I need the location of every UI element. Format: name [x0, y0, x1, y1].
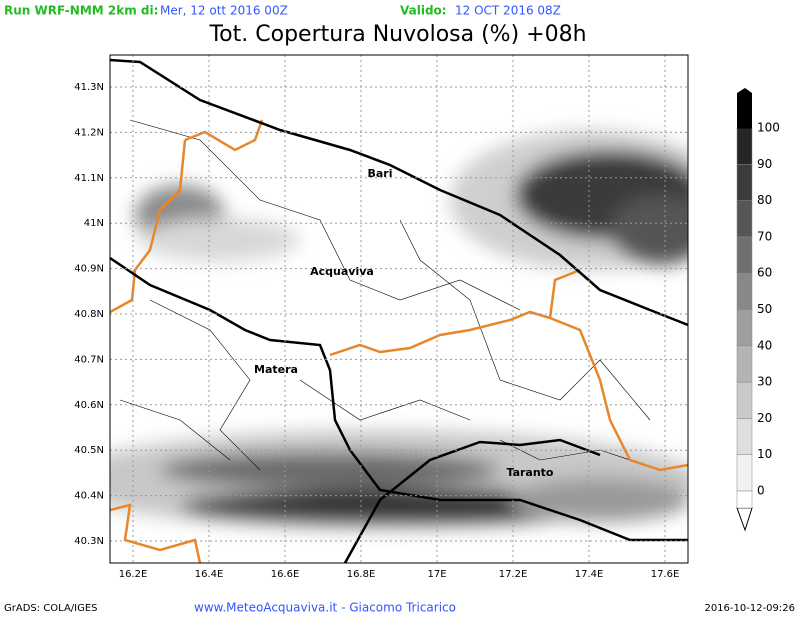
lat-label: 41.2N [74, 127, 104, 138]
valid-label: Valido: [400, 4, 447, 18]
colorbar-swatch [736, 454, 753, 492]
site-credit: www.MeteoAcquaviva.it - Giacomo Tricaric… [194, 601, 456, 615]
colorbar-swatch [736, 309, 753, 347]
lat-label: 40.3N [74, 536, 104, 547]
software-credit: GrADS: COLA/IGES [4, 603, 98, 614]
colorbar-label: 80 [757, 193, 772, 207]
lat-label: 40.4N [74, 491, 104, 502]
colorbar-label: 40 [757, 338, 772, 352]
colorbar-swatch [736, 345, 753, 383]
lon-label: 17.4E [575, 569, 604, 580]
colorbar-label: 10 [757, 447, 772, 461]
colorbar-label: 70 [757, 229, 772, 243]
lat-label: 41N [84, 218, 104, 229]
cloud-cover [110, 130, 688, 530]
lon-label: 17.2E [499, 569, 528, 580]
colorbar-label: 50 [757, 302, 772, 316]
region-borders [110, 119, 688, 563]
colorbar-swatch [736, 164, 753, 201]
lat-label: 40.5N [74, 445, 104, 456]
lon-label: 16.4E [195, 569, 224, 580]
lat-label: 40.7N [74, 354, 104, 365]
lat-label: 40.9N [74, 264, 104, 275]
colorbar-swatch [736, 127, 753, 165]
lon-label: 16.6E [271, 569, 300, 580]
city-label: Acquaviva [310, 265, 374, 278]
lon-label: 17E [427, 569, 446, 580]
map-frame [109, 54, 689, 564]
city-label: Bari [367, 167, 392, 180]
map-title: Tot. Copertura Nuvolosa (%) +08h [208, 22, 586, 47]
colorbar-label: 0 [757, 484, 765, 498]
colorbar-swatch-top [737, 93, 752, 129]
city-label: Matera [254, 363, 298, 376]
city-label: Taranto [506, 466, 553, 479]
colorbar-label: 30 [757, 375, 772, 389]
colorbar-label: 20 [757, 411, 772, 425]
graticule [110, 55, 688, 563]
colorbar-swatch-bottom [736, 490, 753, 509]
colorbar-top-arrow [737, 88, 752, 93]
lat-label: 41.3N [74, 82, 104, 93]
colorbar-label: 60 [757, 266, 772, 280]
cities: Bari Acquaviva Matera Taranto [254, 167, 554, 479]
lon-label: 17.6E [651, 569, 680, 580]
colorbar-swatch [736, 272, 753, 310]
colorbar-swatch [736, 236, 753, 274]
lat-label: 40.6N [74, 400, 104, 411]
valid-date: 12 OCT 2016 08Z [455, 4, 561, 18]
colorbar-bottom-arrow [736, 507, 753, 532]
colorbar-swatch [736, 200, 753, 238]
colorbar-label: 90 [757, 157, 772, 171]
colorbar-swatch [736, 381, 753, 419]
colorbar-label: 100 [757, 121, 780, 135]
lon-label: 16.2E [119, 569, 148, 580]
map-area [110, 55, 688, 563]
lon-label: 16.8E [347, 569, 376, 580]
colorbar-swatch [736, 418, 753, 455]
colorbar: 0 10 20 30 40 50 60 70 80 90 100 [736, 88, 780, 532]
run-label: Run WRF-NMM 2km di: [4, 4, 158, 18]
timestamp: 2016-10-12-09:26 [704, 603, 795, 614]
lat-label: 40.8N [74, 309, 104, 320]
lat-label: 41.1N [74, 173, 104, 184]
run-date: Mer, 12 ott 2016 00Z [160, 4, 288, 18]
